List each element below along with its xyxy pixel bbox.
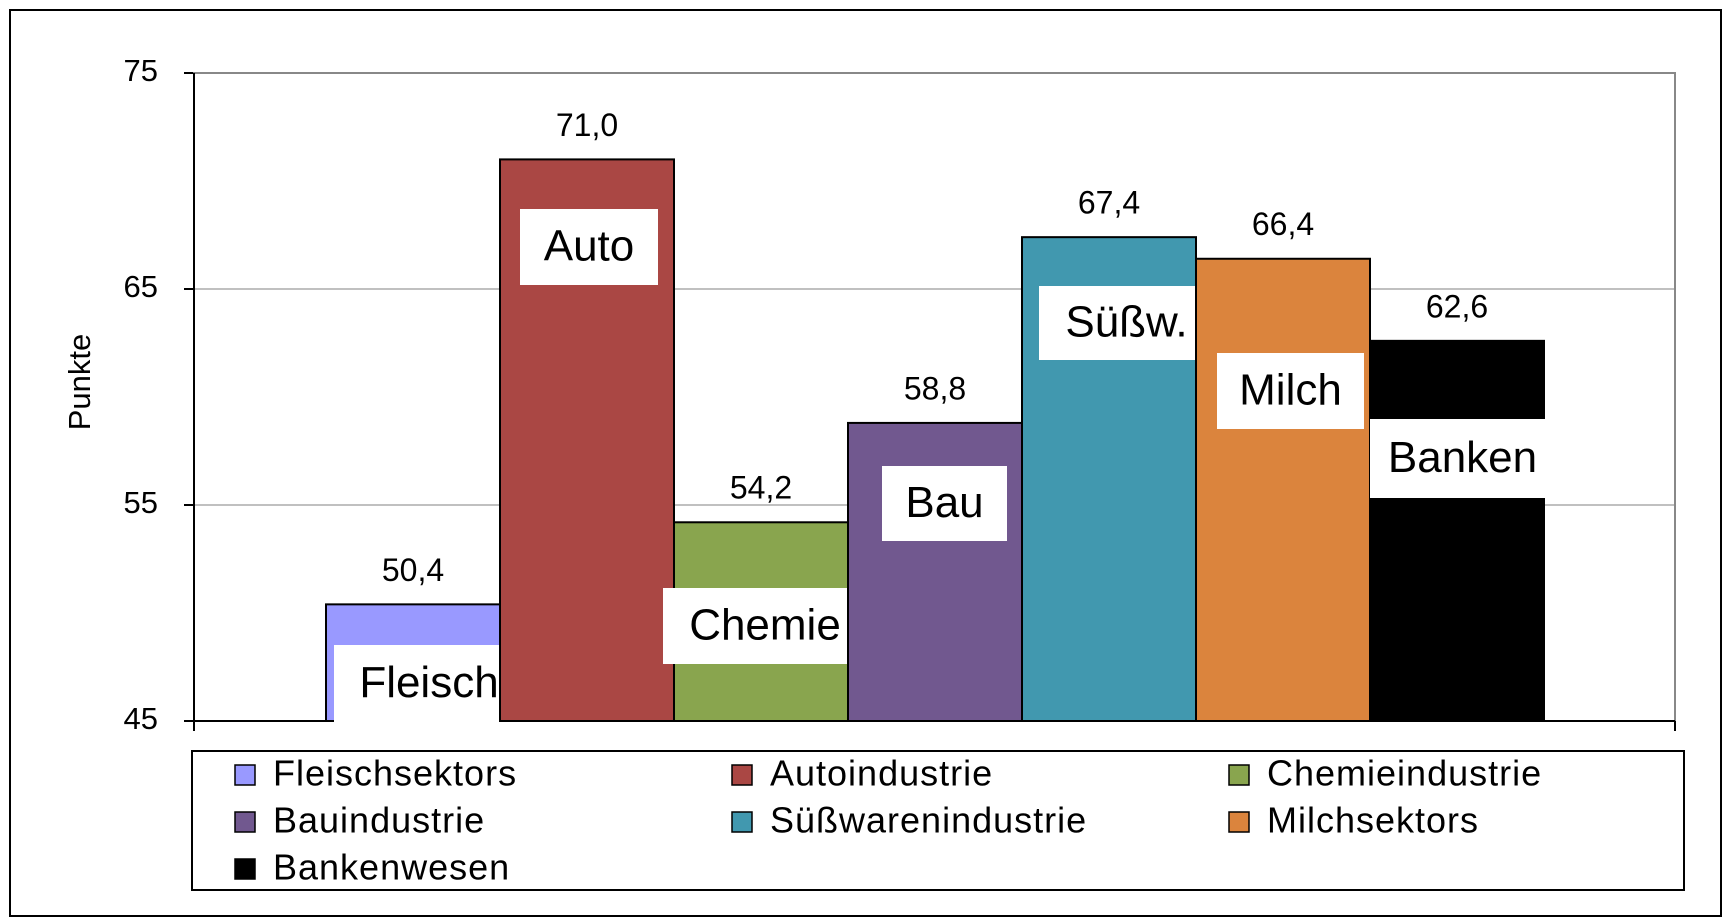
- legend-swatch: [234, 764, 256, 786]
- legend-label: Fleischsektors: [273, 753, 517, 794]
- bar-label: Banken: [1388, 433, 1537, 482]
- legend-swatch: [234, 858, 256, 880]
- legend: [191, 750, 1685, 891]
- value-label: 67,4: [1078, 185, 1140, 221]
- legend-swatch: [234, 811, 256, 833]
- bar-label-box: [1039, 286, 1214, 360]
- bar: [1369, 339, 1545, 722]
- value-label: 54,2: [730, 470, 792, 506]
- bar: [1195, 257, 1371, 722]
- bar-label-box: [334, 645, 524, 722]
- bar-label-box: [520, 209, 658, 285]
- legend-label: Autoindustrie: [770, 753, 993, 794]
- bar-label-box: [663, 588, 867, 664]
- value-label: 62,6: [1426, 288, 1488, 324]
- bar-label-box: [1217, 353, 1364, 429]
- bar-label: Bau: [905, 478, 983, 527]
- y-axis-label: Punkte: [62, 334, 97, 431]
- bar-label: Milch: [1239, 366, 1342, 415]
- legend-swatch: [1228, 811, 1250, 833]
- bar-label: Süßw.: [1065, 298, 1187, 347]
- y-tick-label: 55: [124, 485, 158, 520]
- value-label: 50,4: [382, 552, 444, 588]
- legend-label: Bankenwesen: [273, 847, 510, 888]
- legend-label: Milchsektors: [1267, 800, 1479, 841]
- legend-label: Bauindustrie: [273, 800, 485, 841]
- y-tick-label: 45: [124, 701, 158, 736]
- bar-label: Auto: [544, 222, 635, 271]
- legend-label: Chemieindustrie: [1267, 753, 1542, 794]
- bar-label: Chemie: [689, 601, 841, 650]
- bar-label: Fleisch: [359, 658, 498, 707]
- legend-swatch: [731, 811, 753, 833]
- y-tick-label: 75: [124, 53, 158, 88]
- value-label: 66,4: [1252, 206, 1314, 242]
- bar-label-box: [882, 466, 1007, 541]
- value-label: 71,0: [556, 107, 618, 143]
- legend-swatch: [731, 764, 753, 786]
- legend-swatch: [1228, 764, 1250, 786]
- y-tick-label: 65: [124, 269, 158, 304]
- legend-label: Süßwarenindustrie: [770, 800, 1087, 841]
- bar-label-box: [1370, 419, 1555, 498]
- value-label: 58,8: [904, 370, 966, 406]
